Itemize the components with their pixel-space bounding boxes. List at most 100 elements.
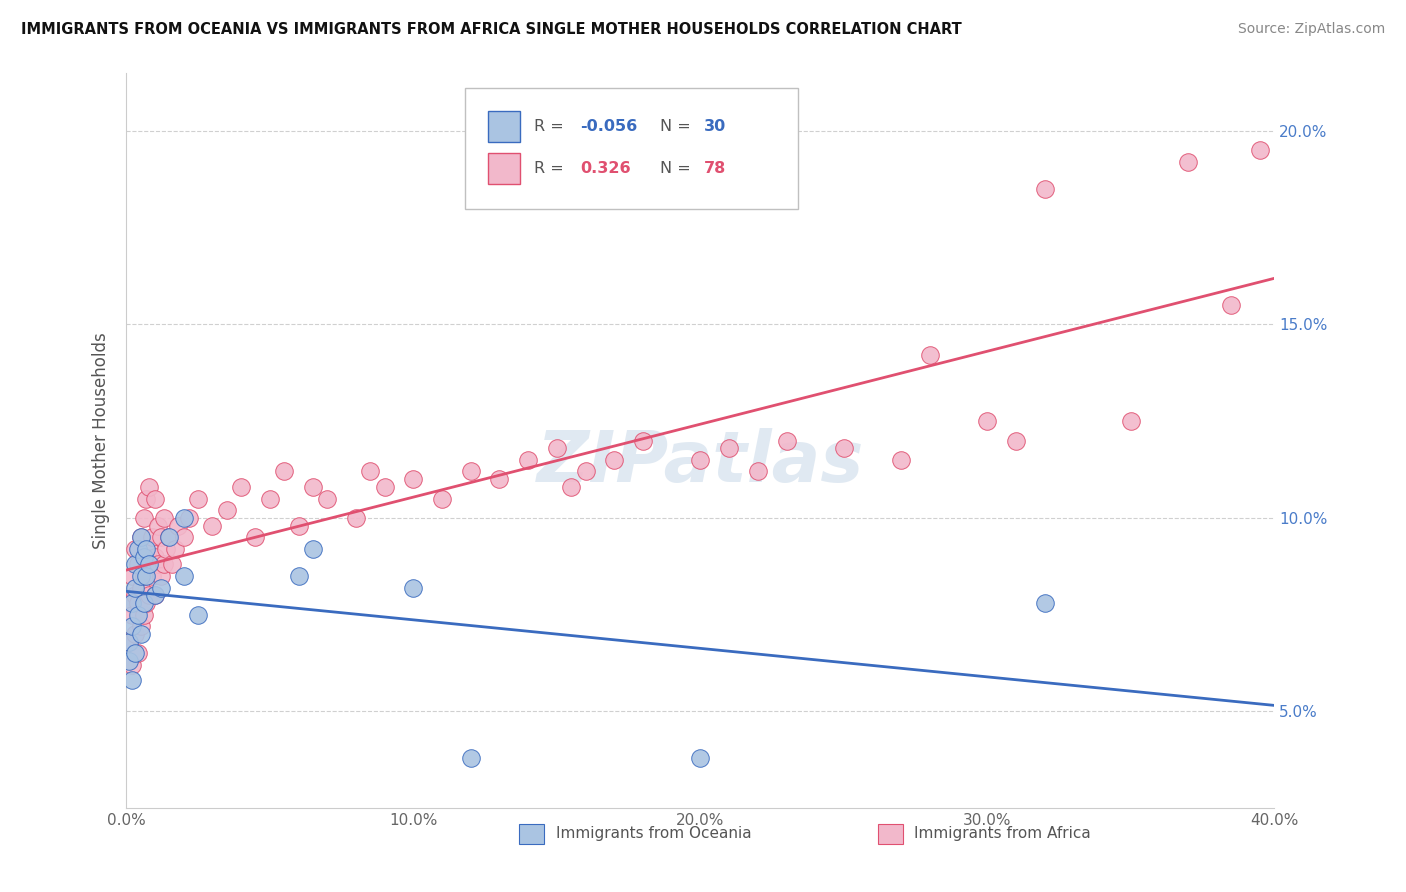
Point (132, 607, 155, 622)
Point (832, 442, 855, 456)
Point (121, 596, 143, 610)
Point (146, 558, 169, 572)
Point (127, 596, 149, 610)
Point (344, 511, 367, 525)
Text: 30: 30 (704, 120, 725, 134)
Point (138, 541, 160, 556)
Point (976, 414, 998, 428)
Point (1220, 298, 1243, 312)
Point (143, 549, 166, 564)
Y-axis label: Single Mother Households: Single Mother Households (93, 332, 110, 549)
Point (517, 453, 540, 467)
Point (359, 465, 381, 479)
Point (124, 588, 146, 602)
Point (460, 751, 482, 765)
Point (316, 491, 339, 506)
Point (155, 541, 177, 556)
Point (689, 751, 711, 765)
Point (287, 518, 309, 533)
Point (129, 530, 152, 544)
Point (1119, 414, 1142, 428)
Bar (877, 824, 903, 844)
Point (179, 511, 201, 525)
Point (118, 634, 141, 648)
Point (157, 530, 180, 544)
Point (488, 472, 510, 486)
Bar (488, 112, 520, 142)
Point (118, 634, 141, 648)
Point (302, 480, 325, 494)
Point (127, 558, 149, 572)
Point (132, 569, 155, 583)
Point (121, 569, 143, 583)
Text: R =: R = (534, 120, 569, 134)
Point (287, 569, 309, 583)
Text: -0.056: -0.056 (579, 120, 637, 134)
Point (129, 581, 152, 595)
Point (430, 491, 453, 506)
Point (143, 491, 166, 506)
Point (127, 541, 149, 556)
Point (149, 569, 172, 583)
Text: 0.326: 0.326 (579, 161, 630, 176)
Point (689, 453, 711, 467)
Point (187, 607, 209, 622)
Text: 78: 78 (704, 161, 725, 176)
Text: Source: ZipAtlas.com: Source: ZipAtlas.com (1237, 22, 1385, 37)
Point (121, 657, 143, 672)
Bar (488, 153, 520, 184)
Point (631, 434, 654, 448)
Text: N =: N = (661, 120, 696, 134)
Point (603, 453, 626, 467)
Point (160, 558, 183, 572)
Point (132, 549, 155, 564)
Point (273, 465, 295, 479)
Point (146, 518, 169, 533)
Point (215, 503, 238, 517)
Point (1033, 182, 1056, 196)
Point (124, 646, 146, 660)
Point (129, 530, 152, 544)
Text: R =: R = (534, 161, 569, 176)
Point (135, 596, 157, 610)
Point (135, 491, 157, 506)
Point (135, 549, 157, 564)
Point (138, 480, 160, 494)
Point (1033, 596, 1056, 610)
Point (173, 530, 195, 544)
Point (124, 541, 146, 556)
Point (1249, 144, 1271, 158)
Point (127, 607, 149, 622)
Point (141, 569, 163, 583)
Point (118, 654, 141, 668)
Point (374, 480, 396, 494)
Text: N =: N = (661, 161, 696, 176)
Point (143, 588, 166, 602)
FancyBboxPatch shape (465, 87, 799, 209)
Point (149, 581, 172, 595)
Point (1005, 434, 1028, 448)
Point (167, 518, 190, 533)
Point (775, 434, 797, 448)
Point (302, 541, 325, 556)
Point (890, 453, 912, 467)
Text: Immigrants from Oceania: Immigrants from Oceania (555, 827, 751, 841)
Point (152, 511, 174, 525)
Point (135, 541, 157, 556)
Text: ZIPatlas: ZIPatlas (537, 428, 865, 497)
Point (402, 472, 425, 486)
Point (173, 511, 195, 525)
Point (259, 491, 281, 506)
Point (138, 558, 160, 572)
Point (124, 627, 146, 641)
Point (118, 596, 141, 610)
Point (165, 541, 187, 556)
Point (718, 442, 741, 456)
Point (560, 480, 582, 494)
Point (1177, 155, 1199, 169)
Point (201, 518, 224, 533)
Point (129, 619, 152, 633)
Point (152, 558, 174, 572)
Point (138, 588, 160, 602)
Point (129, 569, 152, 583)
